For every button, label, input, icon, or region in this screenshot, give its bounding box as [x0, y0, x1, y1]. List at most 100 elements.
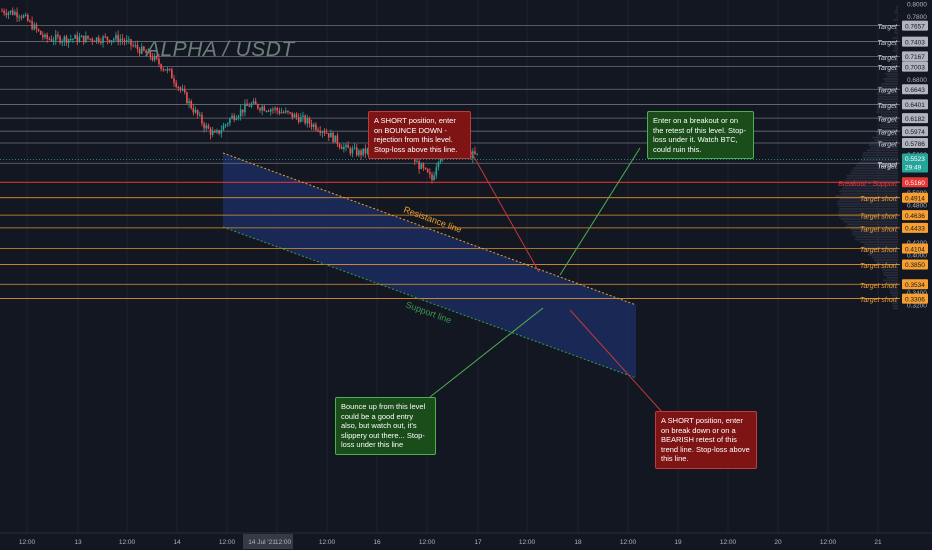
candle-body	[98, 38, 100, 43]
volume-bar	[872, 137, 898, 139]
candle-body	[210, 129, 212, 135]
candle-body	[100, 42, 102, 43]
candle-body	[322, 132, 324, 133]
candle-body	[240, 110, 242, 117]
volume-bar	[872, 256, 898, 258]
price-box-value: 0.7167	[905, 54, 925, 61]
target-line-label: Target	[877, 117, 898, 124]
candle-body	[418, 161, 420, 169]
candle-body	[339, 144, 341, 147]
candle-body	[128, 39, 130, 40]
time-tick-label: 12:00	[820, 539, 837, 546]
candle-body	[126, 40, 128, 42]
candle-body	[1, 11, 3, 12]
candle-body	[300, 117, 302, 122]
candle-body	[113, 39, 115, 40]
time-axis: 12:00 13 12:00 14 12:00 14 Jul '21 12:00 12:00 1…	[0, 533, 932, 550]
candle-body	[317, 130, 319, 131]
candle-body	[242, 110, 244, 113]
candle-body	[313, 124, 315, 127]
candle-body	[440, 159, 442, 162]
candle-body	[365, 148, 367, 153]
time-tick-label: 12:00	[275, 539, 292, 546]
time-tick-label: 21	[874, 539, 882, 546]
candle-body	[92, 39, 94, 41]
candle-body	[68, 39, 70, 43]
candle-body	[311, 124, 313, 127]
candle-body	[248, 106, 250, 107]
volume-bar	[894, 12, 898, 14]
candle-body	[431, 174, 433, 180]
candle-body	[190, 101, 192, 108]
volume-bar	[862, 157, 898, 159]
time-tick-label: 16	[373, 539, 381, 546]
current-price-value: 0.5523	[905, 156, 925, 163]
candle-body	[3, 11, 5, 14]
volume-bar	[847, 175, 898, 177]
candle-body	[87, 36, 89, 39]
price-box-value: 0.4433	[905, 226, 925, 233]
volume-bar	[838, 205, 898, 207]
candle-body	[223, 125, 225, 130]
candle-body	[122, 39, 124, 41]
candle-body	[182, 89, 184, 90]
price-chart[interactable]: TargetTargetTargetTargetTargetTargetTarg…	[0, 0, 932, 550]
target-line-label: Target short	[860, 283, 898, 290]
candle-body	[358, 150, 360, 155]
target-line-label: Target short	[860, 214, 898, 221]
price-tick-label: 0.6800	[907, 77, 927, 84]
channel-fill	[223, 153, 636, 378]
volume-bar	[839, 190, 898, 192]
candle-body	[274, 108, 276, 109]
price-box-value: 0.6643	[905, 87, 925, 94]
candle-body	[289, 112, 291, 113]
candle-body	[160, 64, 162, 69]
candle-body	[188, 101, 190, 103]
price-tick-label: 0.4800	[907, 202, 927, 209]
volume-bar	[879, 124, 898, 126]
candle-body	[438, 162, 440, 167]
candle-body	[203, 123, 205, 128]
target-line-label: Target	[877, 65, 898, 72]
candle-body	[199, 115, 201, 116]
volume-bar	[867, 149, 898, 151]
price-box-value: 0.3850	[905, 262, 925, 269]
candle-body	[287, 111, 289, 112]
candle-body	[23, 16, 25, 18]
candle-body	[162, 69, 164, 70]
candle-body	[266, 111, 268, 112]
price-box-value: 0.6182	[905, 116, 925, 123]
volume-bar	[887, 75, 898, 77]
candle-body	[175, 83, 177, 87]
candle-body	[244, 104, 246, 113]
candle-body	[246, 104, 248, 106]
time-tick-label: 12:00	[720, 539, 737, 546]
candle-body	[49, 39, 51, 40]
candle-body	[141, 47, 143, 54]
price-box-value: 0.5786	[905, 141, 925, 148]
candle-body	[135, 45, 137, 46]
target-line-label: Target	[877, 55, 898, 62]
volume-bar	[881, 83, 898, 85]
price-box-value: 0.7657	[905, 23, 925, 30]
candle-body	[184, 89, 186, 92]
candle-body	[341, 147, 343, 149]
candle-body	[57, 35, 59, 37]
candle-body	[476, 154, 478, 155]
candle-body	[74, 35, 76, 39]
candle-body	[304, 116, 306, 124]
candle-body	[173, 78, 175, 82]
target-line-label: Target	[877, 40, 898, 47]
volume-bar	[895, 9, 898, 11]
volume-bar	[874, 259, 898, 261]
candle-body	[51, 39, 53, 41]
price-tick-label: 0.8000	[907, 2, 927, 9]
time-tick-label: 12:00	[319, 539, 336, 546]
candle-body	[169, 69, 171, 70]
volume-bar	[894, 47, 898, 49]
volume-bar	[894, 32, 898, 34]
volume-bar	[896, 17, 898, 19]
time-tick-label: 12:00	[419, 539, 436, 546]
candle-body	[231, 116, 233, 119]
candle-body	[257, 104, 259, 108]
